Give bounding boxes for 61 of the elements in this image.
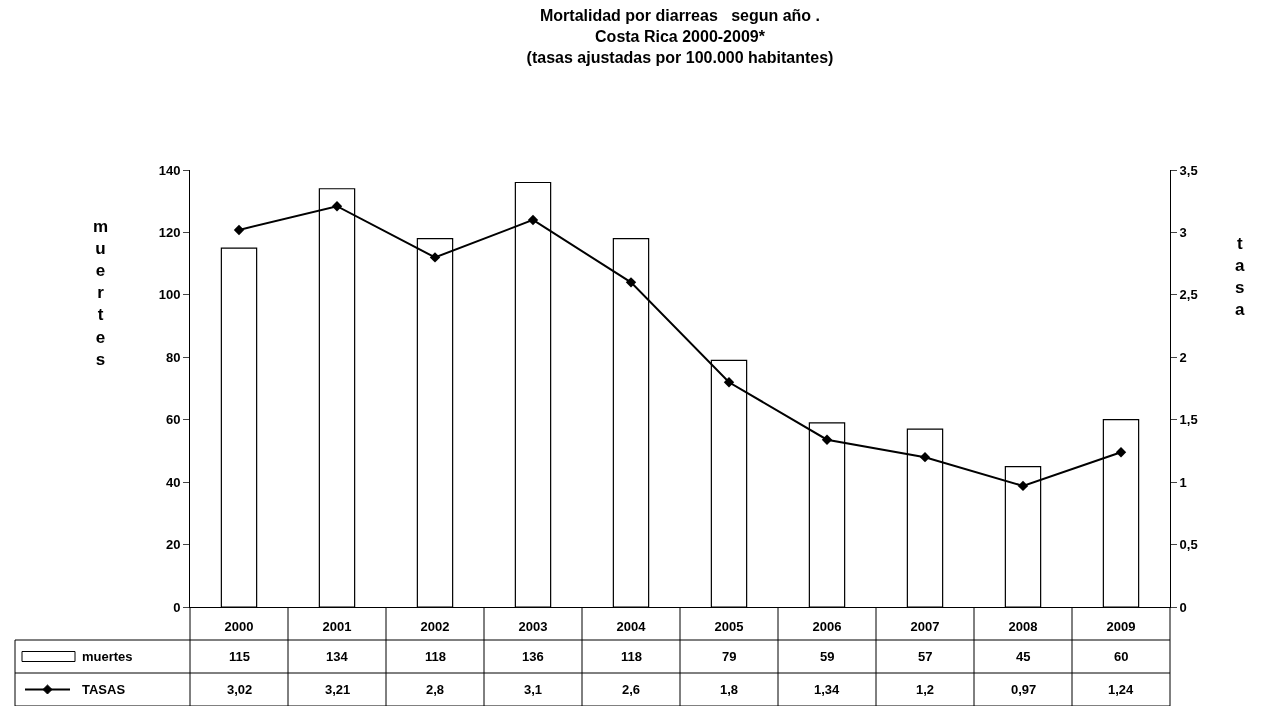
- x-tick-label: 2007: [910, 618, 940, 634]
- y-tick-label: 80: [165, 349, 181, 365]
- data-label: 118: [425, 649, 446, 664]
- data-label: 79: [722, 649, 737, 664]
- y2-tick-label: 1: [1179, 474, 1187, 490]
- y2-tick-label: 1,5: [1179, 412, 1198, 428]
- y-tick-label: 140: [158, 162, 181, 178]
- y2-tick-label: 3,5: [1179, 162, 1198, 178]
- point: [625, 277, 637, 288]
- x-tick-label: 2005: [714, 618, 744, 634]
- data-label: 115: [229, 649, 250, 664]
- y-axis-title: muertes: [93, 217, 109, 369]
- x-tick-label: 2008: [1008, 618, 1038, 634]
- point: [1115, 446, 1127, 458]
- point: [1017, 480, 1029, 492]
- point: [919, 451, 931, 463]
- chart-title: Mortalidad por diarreas segun año . Costa Rica 2000-2009* (tasas ajustadas por 100.000 habitantes): [526, 7, 834, 66]
- data-label: 136: [522, 649, 544, 664]
- x-tick-label: 2006: [812, 618, 842, 634]
- y-tick-label: 100: [158, 287, 181, 303]
- point: [723, 377, 735, 388]
- data-label: 1,24: [1108, 682, 1135, 697]
- y2-tick-label: 2,5: [1179, 287, 1198, 303]
- data-label: 0,97: [1011, 682, 1037, 697]
- y2-tick-label: 2: [1179, 349, 1187, 365]
- y-tick-label: 60: [165, 412, 181, 428]
- y2-tick-label: 0: [1179, 599, 1187, 615]
- point: [331, 201, 343, 212]
- x-tick-label: 2003: [518, 618, 548, 634]
- legend-label: TASAS: [82, 682, 126, 697]
- point: [233, 224, 245, 236]
- point: [821, 434, 833, 445]
- data-label: 3,02: [227, 682, 253, 697]
- data-label: 118: [621, 649, 642, 664]
- data-label: 2,8: [426, 682, 445, 697]
- data-label: 45: [1016, 649, 1031, 664]
- data-label: 59: [820, 649, 835, 664]
- data-label: 1,2: [916, 682, 935, 697]
- x-tick-label: 2004: [616, 618, 647, 634]
- x-tick-label: 2009: [1106, 618, 1136, 634]
- data-label: 2,6: [622, 682, 641, 697]
- data-label: 1,8: [720, 682, 739, 697]
- data-label: 134: [326, 649, 349, 664]
- data-label: 3,21: [325, 682, 351, 697]
- y-tick-label: 20: [165, 537, 181, 553]
- x-tick-label: 2000: [224, 618, 254, 634]
- legend-label: muertes: [82, 649, 133, 664]
- y2-tick-label: 3: [1179, 224, 1187, 240]
- data-label: 3,1: [524, 682, 543, 697]
- y-tick-label: 120: [158, 224, 181, 240]
- y-tick-label: 0: [173, 599, 181, 615]
- x-tick-label: 2001: [322, 618, 352, 634]
- data-label: 1,34: [814, 682, 841, 697]
- y-tick-label: 40: [165, 474, 181, 490]
- y2-axis-title: tasa: [1235, 234, 1245, 320]
- y2-tick-label: 0,5: [1179, 537, 1198, 553]
- data-label: 57: [918, 649, 933, 664]
- point: [527, 214, 539, 226]
- point: [429, 252, 441, 263]
- data-label: 60: [1114, 649, 1129, 664]
- x-tick-label: 2002: [420, 618, 450, 634]
